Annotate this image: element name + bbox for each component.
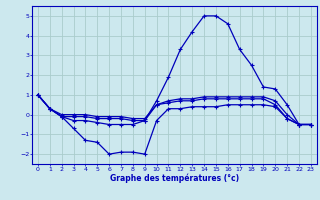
X-axis label: Graphe des températures (°c): Graphe des températures (°c) bbox=[110, 173, 239, 183]
